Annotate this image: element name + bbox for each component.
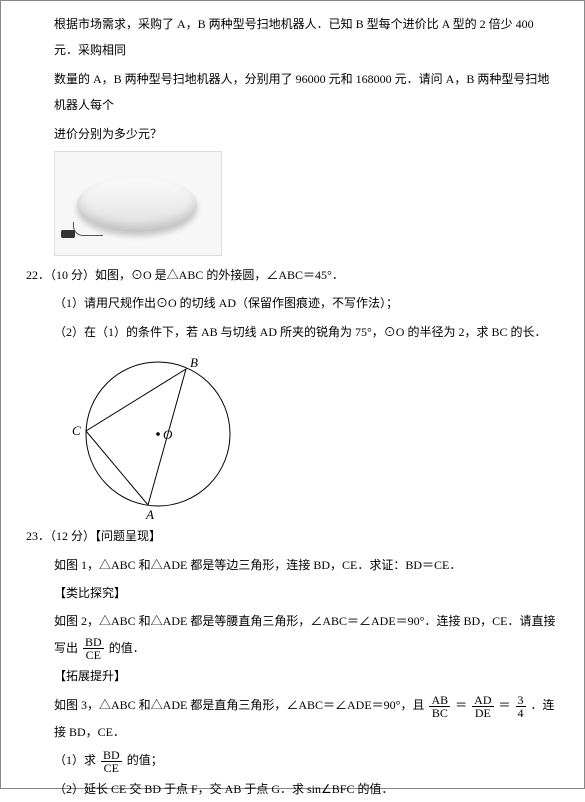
p23-l3: 如图 3，△ABC 和△ADE 都是直角三角形，∠ABC＝∠ADE＝90°，且 … [26,692,559,745]
p23-head: 【问题呈现】 [95,529,161,543]
frac-n: BD [101,749,122,762]
p22-stem-line: 22．（10 分）如图，⊙O 是△ABC 的外接圆，∠ABC＝45°． [26,262,559,288]
p23-h3: 【拓展提升】 [26,663,559,689]
eq1: ＝ [455,698,467,712]
frac-ab-bc: AB BC [429,694,450,719]
p22-stem: 如图，⊙O 是△ABC 的外接圆，∠ABC＝45°． [95,268,344,282]
frac-d: DE [472,707,493,719]
p22-sub1: （1）请用尺规作出⊙O 的切线 AD（保留作图痕迹，不写作法）； [26,290,559,316]
p22-label-B: B [190,355,198,370]
p21-line3: 进价分别为多少元？ [26,121,559,147]
frac-d: 4 [516,707,526,719]
p22-label-O: O [163,427,173,442]
p21-line1: 根据市场需求，采购了 A，B 两种型号扫地机器人．已知 B 型每个进价比 A 型… [26,11,559,64]
p21-line2: 数量的 A，B 两种型号扫地机器人，分别用了 96000 元和 168000 元… [26,66,559,119]
p23-head-line: 23．（12 分）【问题呈现】 [26,523,559,549]
p23-number: 23．（12 分） [26,529,95,543]
p23-l2: 如图 2，△ABC 和△ADE 都是等腰直角三角形，∠ABC＝∠ADE＝90°．… [26,608,559,661]
p22-number: 22．（10 分） [26,268,95,282]
p23-sub1: （1）求 BD CE 的值； [26,747,559,774]
frac-3-4: 3 4 [516,694,526,719]
p23-h2: 【类比探究】 [26,580,559,606]
frac-bd-ce-1: BD CE [83,636,104,661]
frac-ad-de: AD DE [472,694,493,719]
p23-l3-pre: 如图 3，△ABC 和△ADE 都是直角三角形，∠ABC＝∠ADE＝90°，且 [54,698,424,712]
frac-n: AB [429,694,450,707]
p23-l2-post: 的值． [109,641,145,655]
frac-d: CE [101,762,122,774]
p22-label-A: A [145,507,154,519]
frac-n: AD [472,694,493,707]
frac-d: CE [83,649,104,661]
frac-d: BC [429,707,450,719]
eq2: ＝ [499,698,511,712]
p23-sub1-pre: （1）求 [54,753,96,767]
frac-bd-ce-2: BD CE [101,749,122,774]
p22-figure: B C O A [68,349,248,519]
p23-sub1-post: 的值； [127,753,163,767]
p22-label-C: C [72,423,81,438]
p23-l1: 如图 1，△ABC 和△ADE 都是等边三角形，连接 BD，CE．求证：BD＝C… [26,552,559,578]
p22-sub2: （2）在（1）的条件下，若 AB 与切线 AD 所夹的锐角为 75°，⊙O 的半… [26,319,559,345]
robot-vacuum-image [54,151,222,256]
frac-n: 3 [516,694,526,707]
